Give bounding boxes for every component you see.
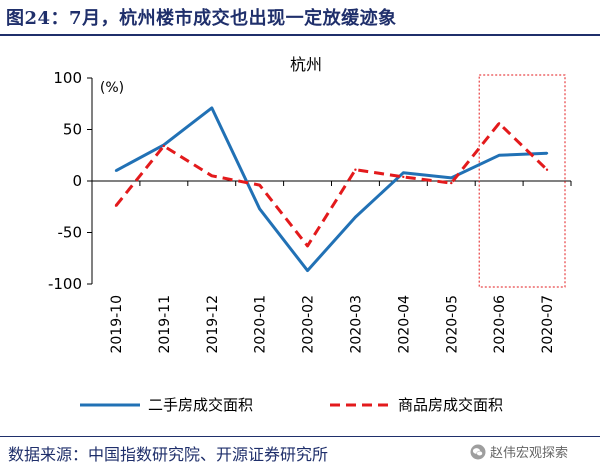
x-tick-label: 2020-06 xyxy=(492,295,508,354)
x-tick-label: 2020-02 xyxy=(301,295,317,354)
data-point-s1 xyxy=(258,207,261,210)
x-tick-label: 2020-01 xyxy=(253,295,269,354)
x-tick-label: 2019-11 xyxy=(157,295,173,354)
data-point-s1 xyxy=(114,169,118,172)
data-point-s2 xyxy=(497,122,501,125)
data-point-s1 xyxy=(545,152,549,155)
series-line-2 xyxy=(114,121,549,248)
figure-title: 图24：7月，杭州楼市成交也出现一定放缓迹象 xyxy=(6,8,397,29)
data-point-s2 xyxy=(258,183,261,187)
source-note: 数据来源：中国指数研究院、开源证券研究所 xyxy=(8,445,329,464)
wechat-icon xyxy=(470,444,486,459)
y-axis-unit-label: (%) xyxy=(100,80,124,96)
data-point-s1 xyxy=(450,176,453,180)
legend-label-2: 商品房成交面积 xyxy=(398,396,503,414)
data-point-s2 xyxy=(162,144,165,148)
x-tick-label: 2019-10 xyxy=(109,295,125,354)
x-tick-label: 2019-12 xyxy=(205,295,221,354)
x-tick-label: 2020-05 xyxy=(444,295,460,354)
data-point-s1 xyxy=(210,106,213,110)
data-point-s1 xyxy=(306,269,309,272)
y-tick-label: -100 xyxy=(48,275,82,293)
watermark: 赵伟宏观探索 xyxy=(470,442,568,461)
series-line-1 xyxy=(115,106,548,273)
legend-label-1: 二手房成交面积 xyxy=(148,396,253,414)
x-tick-label: 2020-04 xyxy=(396,295,412,354)
y-tick-label: 50 xyxy=(63,121,82,139)
source-divider xyxy=(0,436,600,437)
data-point-s1 xyxy=(402,171,405,174)
highlight-box xyxy=(478,74,566,288)
data-point-s2 xyxy=(114,204,118,207)
data-point-s2 xyxy=(402,175,405,179)
data-point-s2 xyxy=(210,174,213,177)
watermark-text: 赵伟宏观探索 xyxy=(490,446,569,461)
x-tick-label: 2020-03 xyxy=(348,295,364,354)
data-point-s1 xyxy=(354,215,357,219)
x-tick-label: 2020-07 xyxy=(540,295,556,354)
chart-title: 杭州 xyxy=(290,55,322,74)
data-point-s2 xyxy=(306,244,309,248)
data-point-s2 xyxy=(450,181,453,185)
data-point-s2 xyxy=(354,168,357,171)
data-point-s1 xyxy=(497,154,501,157)
y-tick-label: -50 xyxy=(58,224,83,242)
y-tick-label: 0 xyxy=(72,172,82,190)
title-divider xyxy=(0,34,600,36)
y-tick-label: 100 xyxy=(53,69,82,87)
data-point-s2 xyxy=(545,168,549,171)
